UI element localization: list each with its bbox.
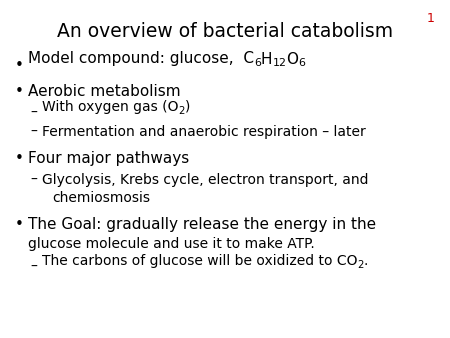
Text: Fermentation and anaerobic respiration – later: Fermentation and anaerobic respiration –… [42, 125, 366, 139]
Text: The carbons of glucose will be oxidized to CO: The carbons of glucose will be oxidized … [42, 254, 357, 268]
Text: 6: 6 [298, 58, 306, 68]
Text: •: • [15, 58, 24, 73]
Text: •: • [15, 151, 24, 166]
Text: –: – [30, 106, 37, 120]
Text: The Goal: gradually release the energy in the: The Goal: gradually release the energy i… [28, 217, 376, 232]
Text: •: • [15, 217, 24, 232]
Text: 6: 6 [254, 58, 261, 68]
Text: 2: 2 [357, 260, 364, 269]
Text: H: H [261, 51, 273, 67]
Text: chemiosmosis: chemiosmosis [52, 191, 150, 205]
Text: glucose molecule and use it to make ATP.: glucose molecule and use it to make ATP. [28, 237, 315, 251]
Text: –: – [30, 173, 37, 187]
Text: •: • [15, 84, 24, 99]
Text: O: O [286, 51, 298, 67]
Text: Aerobic metabolism: Aerobic metabolism [28, 84, 180, 99]
Text: An overview of bacterial catabolism: An overview of bacterial catabolism [57, 22, 393, 41]
Text: Model compound: glucose,  C: Model compound: glucose, C [28, 51, 254, 67]
Text: Four major pathways: Four major pathways [28, 151, 189, 166]
Text: 12: 12 [273, 58, 286, 68]
Text: 1: 1 [427, 12, 434, 25]
Text: With oxygen gas (O: With oxygen gas (O [42, 100, 179, 114]
Text: ): ) [185, 100, 190, 114]
Text: –: – [30, 260, 37, 274]
Text: .: . [364, 254, 368, 268]
Text: 2: 2 [179, 105, 185, 116]
Text: Glycolysis, Krebs cycle, electron transport, and: Glycolysis, Krebs cycle, electron transp… [42, 173, 369, 187]
Text: –: – [30, 125, 37, 139]
